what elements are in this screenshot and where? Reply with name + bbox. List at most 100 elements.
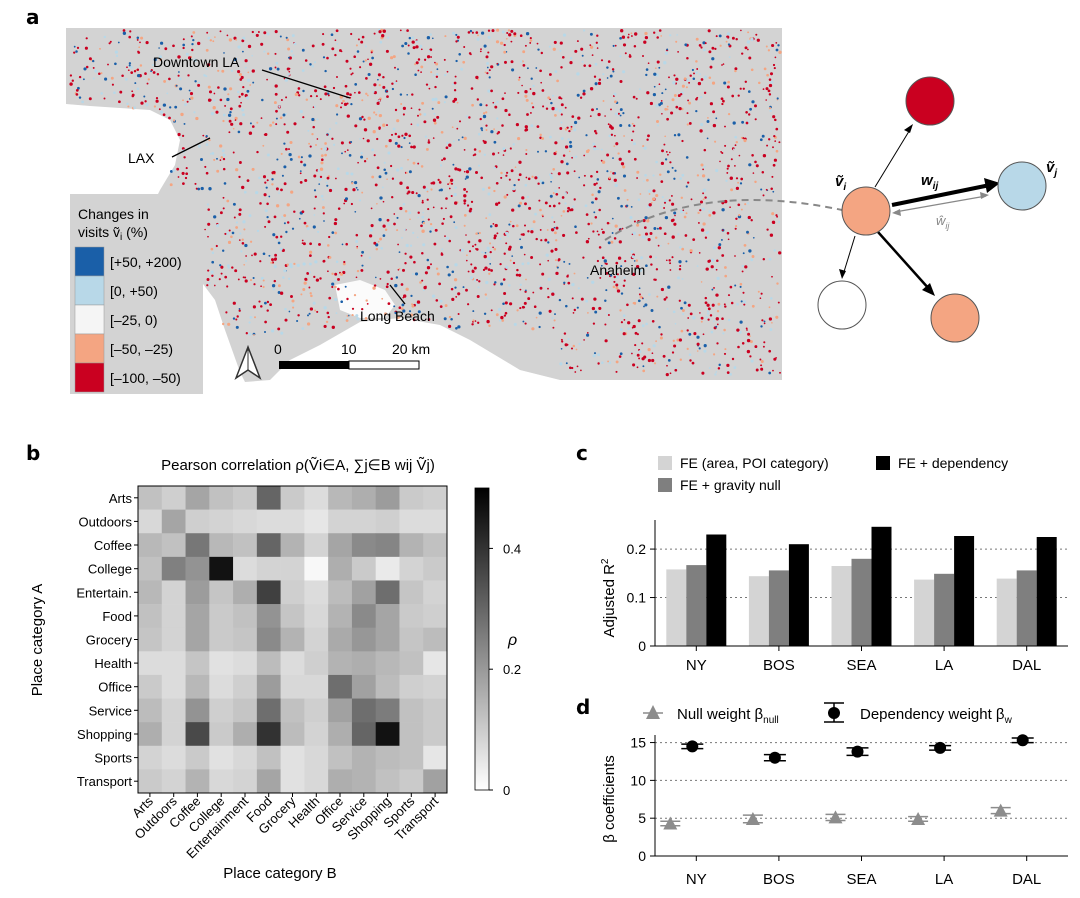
map-dot (75, 50, 78, 53)
map-dot (768, 93, 772, 96)
heatmap-cell (375, 698, 400, 723)
map-dot (501, 30, 505, 34)
map-dot (736, 328, 740, 332)
map-dot (240, 92, 244, 96)
map-dot (463, 224, 466, 227)
map-dot (437, 101, 441, 105)
map-dot (560, 338, 563, 341)
map-dot (454, 263, 458, 267)
map-dot (150, 70, 152, 73)
map-dot (475, 247, 477, 250)
map-dot (703, 344, 707, 348)
heatmap-cell (161, 580, 186, 605)
map-dot (451, 126, 454, 129)
map-dot (182, 99, 184, 102)
heatmap-cell (209, 486, 234, 510)
bar-legend: FE (area, POI category) FE + gravity nul… (658, 455, 1008, 493)
map-dot (314, 195, 317, 198)
edge-to-top (874, 127, 912, 188)
map-dot (496, 100, 499, 104)
heatmap-cell (209, 674, 234, 699)
heatmap-cell (209, 509, 234, 534)
map-dot (340, 50, 343, 53)
map-dot (552, 192, 555, 195)
map-dot (515, 224, 519, 228)
map-dot (656, 227, 659, 230)
map-dot (479, 50, 482, 53)
map-dot (319, 98, 322, 101)
map-dot (591, 193, 594, 197)
map-dot (586, 276, 589, 279)
arrowhead-bottom-left (839, 269, 846, 279)
map-dot (525, 98, 529, 102)
heatmap-cell (423, 604, 448, 628)
map-dot (430, 56, 433, 58)
map-dot (516, 309, 519, 312)
map-dot (393, 305, 396, 308)
map-dot (442, 217, 445, 220)
map-dot (314, 309, 317, 312)
map-dot (509, 259, 512, 262)
map-dot (496, 117, 499, 120)
map-dot (475, 171, 478, 174)
map-dot (684, 43, 688, 47)
map-dot (432, 118, 437, 122)
map-dot (749, 340, 753, 344)
map-dot (567, 206, 570, 210)
map-dot (414, 73, 417, 76)
map-dot (769, 328, 773, 331)
heatmap-row-label: Arts (109, 491, 133, 506)
map-dot (260, 117, 263, 119)
map-dot (442, 157, 446, 161)
map-dot (713, 353, 716, 356)
map-dot (757, 290, 760, 293)
legend-swatch (74, 362, 105, 393)
map-dot (372, 90, 375, 93)
map-dot (525, 32, 530, 36)
map-dot (724, 144, 727, 147)
map-dot (734, 255, 736, 257)
map-dot (426, 55, 431, 59)
map-dot (227, 266, 230, 269)
map-dot (739, 320, 743, 324)
map-dot (550, 228, 555, 232)
map-dot (503, 314, 507, 317)
map-dot (614, 224, 618, 228)
map-dot (280, 152, 283, 155)
map-dot (388, 138, 392, 143)
map-dot (636, 366, 639, 369)
map-dot (636, 353, 640, 357)
map-dot (349, 93, 352, 97)
map-dot (406, 29, 409, 32)
map-dot (521, 196, 525, 200)
map-dot (350, 172, 354, 176)
map-dot (333, 279, 337, 283)
map-dot (258, 300, 261, 303)
map-dot (406, 192, 409, 195)
map-dot (639, 295, 643, 299)
map-dot (408, 211, 412, 215)
map-dot (655, 104, 659, 108)
map-dot (286, 67, 290, 71)
map-dot (331, 137, 334, 140)
map-dot (433, 112, 436, 115)
map-dot (450, 194, 453, 198)
map-dot (541, 181, 545, 185)
map-dot (169, 183, 173, 187)
map-dot (355, 314, 359, 318)
map-dot (348, 154, 352, 157)
heatmap-cell (328, 698, 353, 723)
map-dot (763, 341, 766, 344)
heatmap-ylabel: Place category A (29, 584, 46, 697)
map-dot (602, 73, 605, 76)
map-dot (565, 362, 568, 365)
map-dot (747, 31, 750, 34)
map-dot (554, 259, 558, 262)
map-dot (288, 56, 290, 59)
map-dot (744, 123, 747, 126)
map-dot (631, 255, 635, 259)
map-dot (162, 113, 166, 117)
map-dot (502, 278, 506, 281)
map-dot (768, 257, 772, 261)
map-dot (558, 109, 562, 113)
